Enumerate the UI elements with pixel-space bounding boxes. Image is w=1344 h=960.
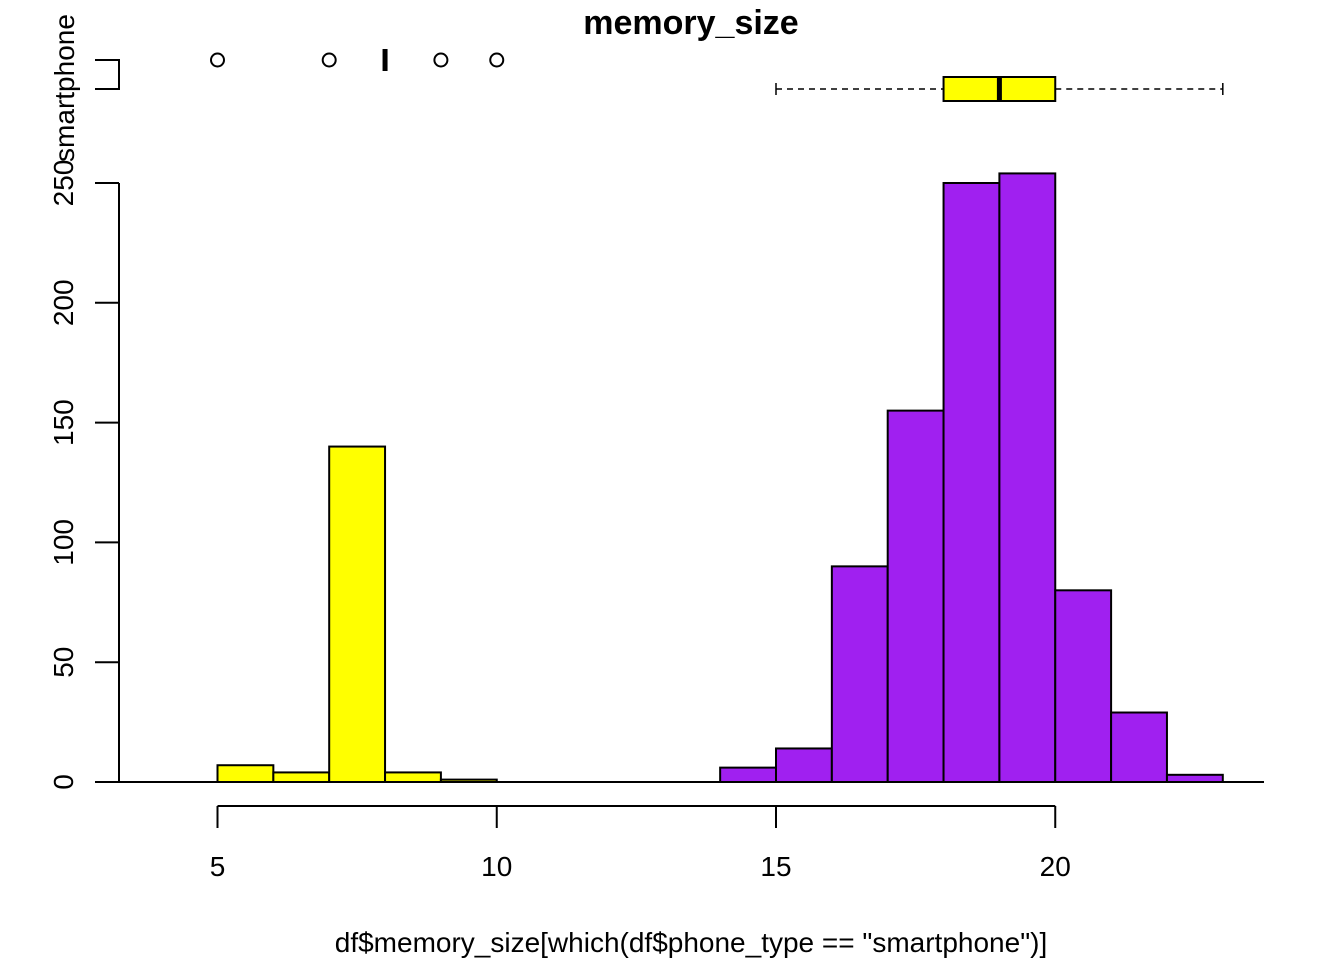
outlier-point-3 <box>489 52 505 68</box>
histogram-bar-0-3 <box>384 771 442 784</box>
histogram-bar-1-8 <box>1165 773 1224 784</box>
histogram-bars <box>216 172 1224 784</box>
x-tick-label-3: 20 <box>1040 851 1071 882</box>
group-axis-bracket <box>95 59 120 90</box>
x-tick-label-1: 10 <box>481 851 512 882</box>
y-tick-label-2: 100 <box>48 519 79 566</box>
histogram-bar-1-4 <box>942 182 1001 783</box>
chart-title: memory_size <box>583 4 798 42</box>
group-label: smartphone <box>49 14 80 162</box>
x-tick-label-2: 15 <box>760 851 791 882</box>
y-tick-label-4: 200 <box>48 279 79 326</box>
x-axis: 5 10 15 20 <box>210 805 1071 882</box>
histogram-bar-1-1 <box>775 747 833 783</box>
outlier-point-2 <box>433 52 449 68</box>
histogram-bar-0-1 <box>272 771 331 784</box>
histogram-bar-1-7 <box>1110 711 1168 783</box>
x-tick-label-0: 5 <box>210 851 226 882</box>
histogram-bar-1-3 <box>886 409 945 783</box>
y-tick-label-5: 250 <box>48 160 79 207</box>
y-tick-label-1: 50 <box>48 647 79 678</box>
histogram-bar-1-5 <box>998 172 1057 783</box>
y-tick-label-3: 150 <box>48 399 79 446</box>
histogram-bar-1-2 <box>830 565 889 783</box>
x-axis-title: df$memory_size[which(df$phone_type == "s… <box>335 927 1047 958</box>
y-axis: 0 50 100 150 200 250 <box>48 160 1264 790</box>
outlier-point-0 <box>210 52 225 68</box>
histogram-bar-0-2 <box>328 445 387 783</box>
y-tick-label-0: 0 <box>48 774 79 790</box>
histogram-bar-1-0 <box>719 766 778 784</box>
histogram-bar-0-0 <box>216 764 275 784</box>
boxplot-area: smartphone <box>49 14 1224 162</box>
histogram-bar-1-6 <box>1054 589 1113 783</box>
outlier-point-1 <box>321 52 337 68</box>
